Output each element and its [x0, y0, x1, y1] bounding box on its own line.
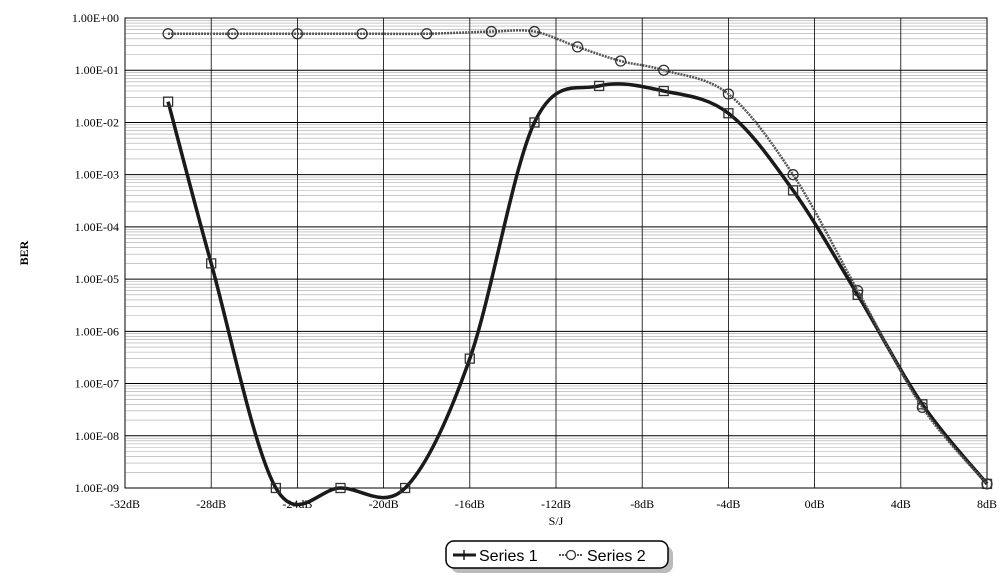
legend: Series 1 Series 2	[445, 540, 673, 573]
y-tick-label: 1.00E-08	[75, 429, 119, 443]
series-1-point	[270, 482, 282, 494]
legend-series-2-marker	[565, 549, 577, 561]
series-2-point	[421, 28, 433, 40]
series-1-point	[399, 482, 411, 494]
series-1-point	[723, 108, 734, 119]
legend-series-1-label: Series 1	[479, 548, 538, 565]
y-tick-label: 1.00E-02	[75, 115, 119, 129]
series-2-point	[162, 28, 174, 40]
series-1-point	[335, 482, 346, 494]
x-tick-label: 4dB	[891, 497, 911, 511]
y-tick-label: 1.00E-03	[75, 168, 119, 182]
x-tick-label: 8dB	[977, 497, 997, 511]
y-axis-title: BER	[17, 240, 31, 265]
series-1-point	[658, 85, 669, 97]
x-tick-label: -28dB	[196, 497, 226, 511]
x-tick-label: -12dB	[541, 497, 571, 511]
series-layer	[162, 25, 993, 507]
legend-series-2-label: Series 2	[587, 548, 646, 565]
x-tick-labels: -32dB -28dB -24dB -20dB -16dB -12dB -8dB -4dB 0d…	[110, 497, 997, 511]
legend-box	[445, 540, 669, 569]
y-tick-label: 1.00E-07	[75, 377, 119, 391]
y-tick-labels: 1.00E-09 1.00E-08 1.00E-07 1.00E-06 1.00E-05…	[72, 11, 119, 495]
series-2-line	[168, 29, 988, 485]
series-1-point	[206, 258, 217, 269]
x-tick-label: -16dB	[455, 497, 485, 511]
series-2-point	[356, 28, 368, 40]
series-2-point	[722, 88, 735, 100]
y-tick-label: 1.00E-04	[75, 220, 119, 234]
major-gridlines	[124, 17, 988, 489]
y-tick-label: 1.00E-01	[75, 63, 119, 77]
series-1-point	[593, 80, 605, 92]
y-tick-label: 1.00E-09	[75, 481, 119, 495]
y-tick-label: 1.00E+00	[72, 11, 119, 25]
series-1-point	[464, 353, 475, 364]
series-1-point	[787, 185, 799, 196]
series-2-point	[981, 478, 993, 490]
x-tick-label: 0dB	[805, 497, 825, 511]
x-tick-label: -20dB	[369, 497, 399, 511]
series-2-point	[852, 285, 864, 297]
x-tick-label: -32dB	[110, 497, 140, 511]
series-2-point	[291, 28, 304, 40]
series-2-point	[485, 25, 498, 38]
y-tick-label: 1.00E-05	[75, 272, 119, 286]
series-2-point	[528, 25, 541, 38]
x-tick-label: -4dB	[716, 497, 740, 511]
series-2-point	[916, 401, 928, 414]
y-tick-label: 1.00E-06	[75, 324, 119, 338]
series-2-point	[615, 55, 627, 67]
series-2-point	[658, 64, 670, 76]
x-axis-title: S/J	[549, 514, 564, 528]
series-2-point	[227, 28, 239, 40]
x-tick-label: -8dB	[630, 497, 654, 511]
series-1-point	[162, 96, 174, 107]
series-2-point	[787, 169, 799, 181]
series-1-point	[529, 117, 540, 128]
series-2-point	[571, 41, 584, 53]
